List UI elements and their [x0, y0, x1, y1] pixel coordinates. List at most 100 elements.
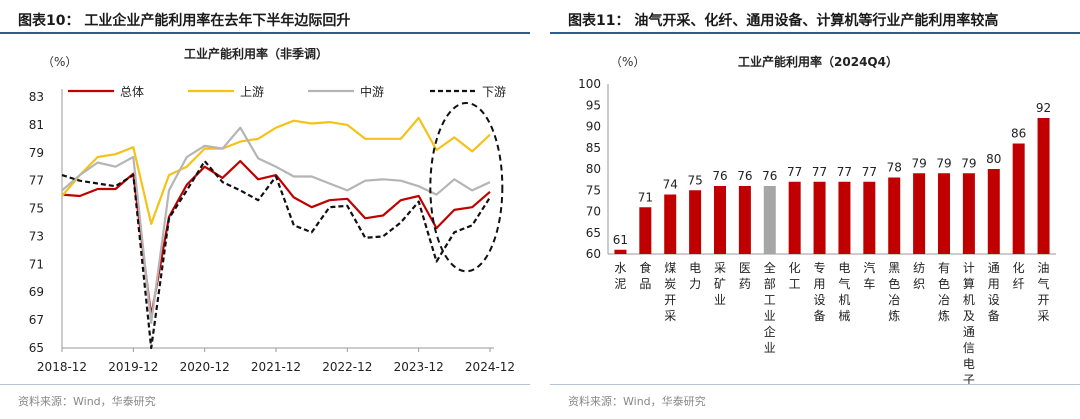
bar-水泥 — [614, 249, 627, 254]
figure-11-panel: 图表11： 油气开采、化纤、通用设备、计算机等行业产能利用率较高 工业产能利用率… — [550, 0, 1080, 419]
bar-value-label: 79 — [911, 156, 926, 170]
category-label: 水泥 — [614, 261, 626, 291]
bar-value-label: 92 — [1036, 101, 1051, 115]
legend-label: 中游 — [360, 84, 384, 99]
footer-divider — [0, 384, 530, 385]
series-line-总体 — [61, 159, 491, 317]
bar-value-label: 76 — [712, 169, 727, 183]
category-label: 电力 — [689, 261, 701, 291]
bar-化纤 — [1012, 143, 1025, 254]
bar-有色冶炼 — [938, 173, 950, 254]
figure-11-title: 图表11： 油气开采、化纤、通用设备、计算机等行业产能利用率较高 — [568, 13, 999, 29]
title-divider — [550, 32, 1080, 34]
bar-value-label: 86 — [1011, 127, 1026, 141]
bar-chart-y-unit: （%） — [610, 55, 645, 69]
category-label: 汽车 — [863, 260, 875, 291]
bar-全部工业企业 — [763, 186, 776, 254]
x-tick-label: 2020-12 — [180, 360, 230, 374]
category-label: 通用设备 — [988, 261, 1000, 323]
bar-食品 — [639, 207, 652, 254]
bar-value-label: 77 — [862, 165, 877, 179]
category-label: 专用设备 — [814, 260, 826, 323]
y-tick-label: 65 — [586, 226, 601, 240]
x-tick-label: 2019-12 — [108, 360, 158, 374]
bar-电力 — [689, 190, 702, 254]
line-chart-title: 工业产能利用率（非季调） — [184, 46, 328, 61]
capacity-utilization-line-chart: 工业产能利用率（非季调） （%） 65 67 69 71 73 75 77 79 81 83 201… — [29, 46, 515, 374]
category-label: 计算机及通信电子 — [963, 261, 975, 384]
figure-10-title: 图表10： 工业企业产能利用率在去年下半年边际回升 — [18, 13, 351, 29]
bar-专用设备 — [813, 181, 826, 254]
y-tick-label: 77 — [29, 174, 44, 188]
bar-采矿业 — [714, 186, 726, 254]
category-label: 煤炭开采 — [664, 261, 676, 323]
y-tick-label: 100 — [578, 77, 601, 91]
category-label: 油气开采 — [1038, 261, 1050, 323]
y-tick-label: 80 — [586, 162, 601, 176]
bar-value-label: 71 — [638, 190, 653, 204]
bar-电气机械 — [838, 181, 851, 254]
bar-汽车 — [863, 181, 876, 254]
title-divider — [0, 32, 530, 34]
y-tick-label: 85 — [586, 141, 601, 155]
legend-label: 下游 — [482, 85, 506, 99]
y-tick-label: 75 — [586, 183, 601, 197]
y-tick-label: 73 — [29, 229, 44, 243]
bar-value-label: 74 — [663, 178, 678, 192]
bar-value-label: 76 — [762, 169, 777, 183]
x-tick-label: 2022-12 — [322, 360, 372, 374]
bar-油气开采 — [1037, 118, 1050, 254]
figure-11-source: 资料来源：Wind，华泰研究 — [568, 395, 706, 408]
category-label: 化工 — [789, 261, 801, 291]
bar-化工 — [788, 181, 801, 254]
bar-value-label: 79 — [961, 156, 976, 170]
y-tick-label: 60 — [586, 247, 601, 261]
category-label: 采矿业 — [714, 261, 726, 307]
category-label: 全部工业企业 — [764, 260, 776, 355]
bar-纺织 — [913, 173, 926, 254]
x-tick-label: 2023-12 — [394, 360, 444, 374]
category-label: 食品 — [639, 260, 651, 291]
bar-计算机及通信电子 — [962, 173, 975, 254]
bar-value-label: 76 — [737, 169, 752, 183]
line-chart-y-unit: （%） — [42, 55, 77, 69]
y-tick-label: 65 — [29, 341, 44, 355]
bar-value-label: 77 — [787, 165, 802, 179]
series-line-下游 — [61, 159, 491, 350]
category-label: 化纤 — [1013, 261, 1025, 291]
footer-divider — [550, 384, 1080, 385]
category-label: 医药 — [739, 261, 751, 291]
bar-医药 — [738, 186, 751, 254]
category-label: 电气机械 — [838, 261, 850, 323]
bar-chart-title: 工业产能利用率（2024Q4） — [738, 54, 898, 69]
x-tick-label: 2024-12 — [465, 360, 515, 374]
series-line-中游 — [61, 126, 491, 324]
figure-10-panel: 图表10： 工业企业产能利用率在去年下半年边际回升 工业产能利用率（非季调） （… — [0, 0, 530, 419]
legend-label: 总体 — [120, 85, 144, 99]
y-tick-label: 95 — [586, 98, 601, 112]
y-tick-label: 75 — [29, 202, 44, 216]
category-label: 纺织 — [913, 261, 925, 291]
bar-value-label: 77 — [837, 165, 852, 179]
y-tick-label: 90 — [586, 120, 601, 134]
category-label: 有色冶炼 — [938, 261, 950, 323]
figure-10-source: 资料来源：Wind，华泰研究 — [18, 395, 156, 408]
y-tick-label: 83 — [29, 90, 44, 104]
bar-通用设备 — [987, 169, 1000, 254]
y-tick-label: 81 — [29, 118, 44, 132]
y-tick-label: 69 — [29, 285, 44, 299]
industry-utilization-bar-chart: 工业产能利用率（2024Q4） （%） 60 65 70 75 80 85 90 95 100 6… — [578, 54, 1056, 384]
bar-value-label: 77 — [812, 165, 827, 179]
y-tick-label: 71 — [29, 257, 44, 271]
x-tick-label: 2018-12 — [37, 360, 87, 374]
y-tick-label: 79 — [29, 146, 44, 160]
y-tick-label: 67 — [29, 313, 44, 327]
series-line-上游 — [61, 116, 491, 225]
bar-value-label: 75 — [687, 173, 702, 187]
bar-value-label: 80 — [986, 152, 1001, 166]
bar-value-label: 78 — [887, 161, 902, 175]
bar-value-label: 79 — [936, 156, 951, 170]
legend-label: 上游 — [240, 85, 264, 99]
bar-黑色冶炼 — [888, 177, 901, 254]
category-label: 黑色冶炼 — [888, 261, 900, 323]
